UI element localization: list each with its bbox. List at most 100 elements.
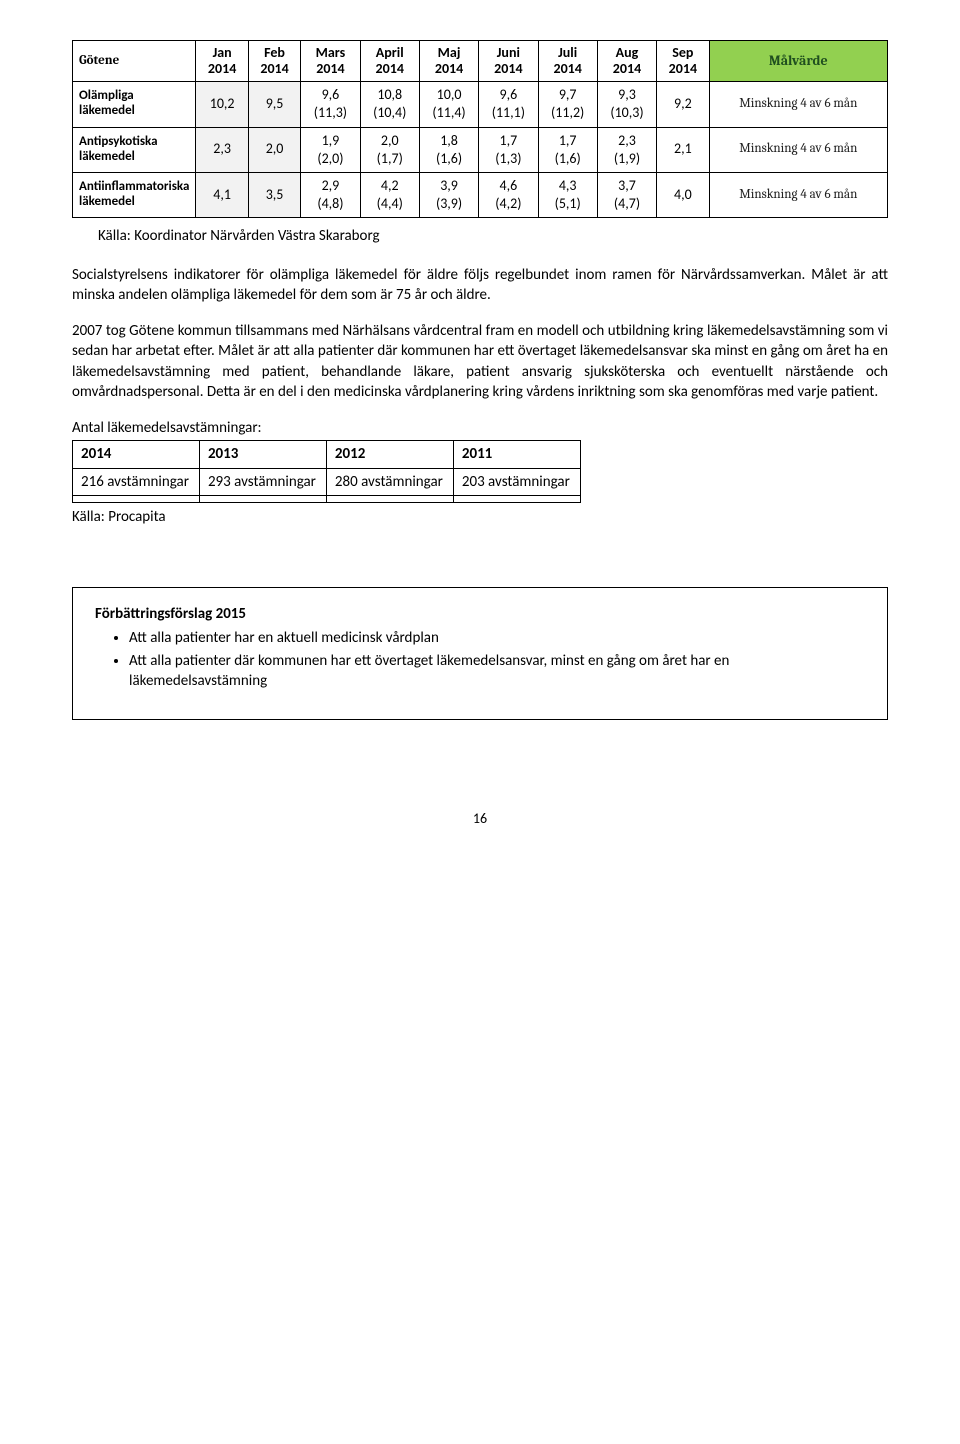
page-number: 16 (72, 810, 888, 829)
cell-top: 3,9 (440, 177, 458, 194)
paragraph: 2007 tog Götene kommun tillsammans med N… (72, 321, 888, 402)
reconciliations-table: 2014 2013 2012 2011 216 avstämningar 293… (72, 440, 581, 503)
table-row: Olämpliga läkemedel 10,2 9,5 9,6(11,3) 1… (73, 82, 888, 127)
list-item: Att alla patienter har en aktuell medici… (129, 628, 865, 648)
cell-top: 9,3 (618, 86, 636, 103)
cell-sub: (5,1) (543, 195, 593, 213)
cell-top: 10,0 (437, 86, 462, 103)
cell (199, 495, 326, 502)
col: 2012 (326, 441, 453, 468)
row-label: Antiinflammatoriska läkemedel (73, 172, 196, 217)
cell: 4,0 (657, 172, 709, 217)
table-row (73, 495, 581, 502)
cell: 9,2 (657, 82, 709, 127)
cell: 1,9(2,0) (301, 127, 360, 172)
box-list: Att alla patienter har en aktuell medici… (95, 628, 865, 691)
cell: 3,9(3,9) (419, 172, 478, 217)
cell (73, 495, 200, 502)
cell-sub: (2,0) (305, 150, 355, 168)
cell: 4,3(5,1) (538, 172, 597, 217)
cell-sub: (4,8) (305, 195, 355, 213)
cell-top: 1,8 (440, 132, 458, 149)
table1-source: Källa: Koordinator Närvården Västra Skar… (98, 226, 888, 246)
cell: 9,3(10,3) (597, 82, 656, 127)
col-jan: Jan2014 (196, 41, 248, 82)
cell: 10,0(11,4) (419, 82, 478, 127)
cell-top: 2,3 (618, 132, 636, 149)
cell-top: 9,7 (559, 86, 577, 103)
cell: 9,5 (248, 82, 300, 127)
table-row: Antiinflammatoriska läkemedel 4,1 3,5 2,… (73, 172, 888, 217)
cell: 9,7(11,2) (538, 82, 597, 127)
cell: 4,6(4,2) (479, 172, 538, 217)
cell-top: 1,9 (322, 132, 340, 149)
col-aug: Aug2014 (597, 41, 656, 82)
cell-malvarde: Minskning 4 av 6 mån (709, 127, 887, 172)
cell-top: 1,7 (559, 132, 577, 149)
cell-top: 1,7 (500, 132, 518, 149)
cell-sub: (1,9) (602, 150, 652, 168)
cell-top: 9,6 (500, 86, 518, 103)
cell-top: 4,2 (381, 177, 399, 194)
cell: 2,3 (196, 127, 248, 172)
cell: 2,0(1,7) (360, 127, 419, 172)
cell-malvarde: Minskning 4 av 6 mån (709, 82, 887, 127)
cell: 1,7(1,3) (479, 127, 538, 172)
cell-sub: (11,4) (424, 104, 474, 122)
cell: 280 avstämningar (326, 468, 453, 495)
col-april: April2014 (360, 41, 419, 82)
box-title: Förbättringsförslag 2015 (95, 604, 865, 624)
medication-indicators-table: Götene Jan2014 Feb2014 Mars2014 April201… (72, 40, 888, 218)
cell: 4,2(4,4) (360, 172, 419, 217)
cell: 2,3(1,9) (597, 127, 656, 172)
cell: 2,1 (657, 127, 709, 172)
table2-source: Källa: Procapita (72, 507, 888, 527)
col-malvarde: Målvärde (709, 41, 887, 82)
col: 2011 (453, 441, 580, 468)
cell-sub: (1,7) (365, 150, 415, 168)
cell (326, 495, 453, 502)
col: 2014 (73, 441, 200, 468)
cell-sub: (1,6) (424, 150, 474, 168)
cell-top: 9,6 (322, 86, 340, 103)
paragraph: Socialstyrelsens indikatorer för olämpli… (72, 265, 888, 306)
cell-top: 10,8 (377, 86, 402, 103)
table-row: 216 avstämningar 293 avstämningar 280 av… (73, 468, 581, 495)
col-juni: Juni2014 (479, 41, 538, 82)
col-feb: Feb2014 (248, 41, 300, 82)
cell-sub: (1,3) (483, 150, 533, 168)
cell: 3,7(4,7) (597, 172, 656, 217)
table2-title: Antal läkemedelsavstämningar: (72, 418, 888, 438)
improvement-suggestions-box: Förbättringsförslag 2015 Att alla patien… (72, 587, 888, 720)
cell: 10,8(10,4) (360, 82, 419, 127)
cell-sub: (4,4) (365, 195, 415, 213)
cell-sub: (11,3) (305, 104, 355, 122)
col-maj: Maj2014 (419, 41, 478, 82)
cell-top: 2,0 (381, 132, 399, 149)
row-label: Antipsykotiska läkemedel (73, 127, 196, 172)
col: 2013 (199, 441, 326, 468)
cell: 2,0 (248, 127, 300, 172)
cell-sub: (3,9) (424, 195, 474, 213)
cell-malvarde: Minskning 4 av 6 mån (709, 172, 887, 217)
cell-sub: (1,6) (543, 150, 593, 168)
cell-top: 4,6 (500, 177, 518, 194)
cell: 1,7(1,6) (538, 127, 597, 172)
cell-sub: (11,2) (543, 104, 593, 122)
cell-top: 4,3 (559, 177, 577, 194)
col-mars: Mars2014 (301, 41, 360, 82)
row-label: Olämpliga läkemedel (73, 82, 196, 127)
cell (453, 495, 580, 502)
col-juli: Juli2014 (538, 41, 597, 82)
table1-corner: Götene (73, 41, 196, 82)
cell: 1,8(1,6) (419, 127, 478, 172)
cell-sub: (4,7) (602, 195, 652, 213)
cell-sub: (11,1) (483, 104, 533, 122)
cell-sub: (10,4) (365, 104, 415, 122)
cell: 2,9(4,8) (301, 172, 360, 217)
list-item: Att alla patienter där kommunen har ett … (129, 651, 865, 692)
cell-sub: (4,2) (483, 195, 533, 213)
cell-sub: (10,3) (602, 104, 652, 122)
cell-top: 2,9 (322, 177, 340, 194)
cell-top: 3,7 (618, 177, 636, 194)
